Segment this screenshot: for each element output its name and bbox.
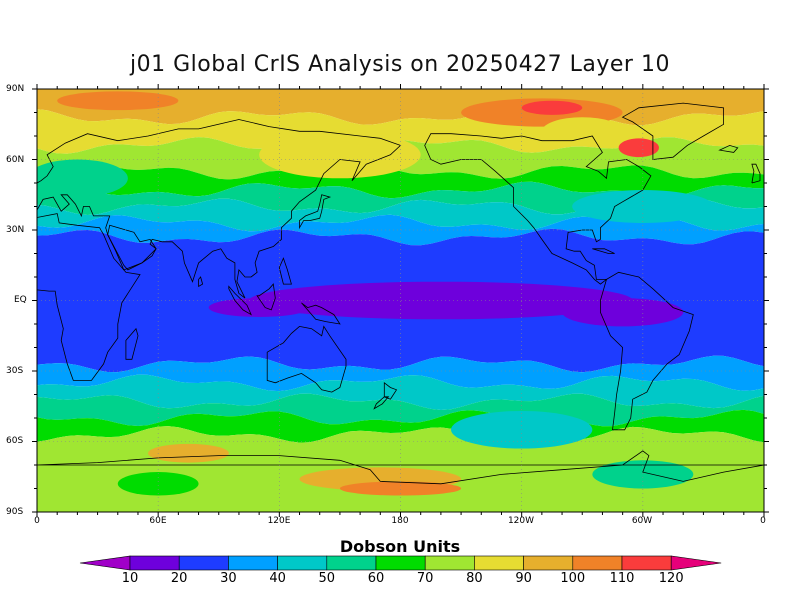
coastline <box>228 285 252 316</box>
lon-label-60w: 60W <box>631 516 653 526</box>
colorbar-arrow-low <box>79 555 131 571</box>
map-gridlines <box>37 89 764 512</box>
colorbar-swatch <box>621 555 672 571</box>
colorbar-label: 90 <box>515 571 532 586</box>
lon-label-0-right: 0 <box>760 516 766 526</box>
lat-label-30n: 30N <box>6 225 25 235</box>
coastline <box>278 257 292 285</box>
colorbar-label: 30 <box>220 571 237 586</box>
colorbar <box>79 555 722 571</box>
lat-label-60n: 60N <box>6 155 25 165</box>
lat-label-90s: 90S <box>6 507 24 517</box>
colorbar-swatch <box>375 555 426 571</box>
coastline <box>718 144 739 153</box>
colorbar-swatch <box>326 555 377 571</box>
coastline <box>37 213 141 381</box>
coastline <box>301 302 341 325</box>
colorbar-label: 80 <box>466 571 483 586</box>
field-patch <box>37 159 128 198</box>
field-patch <box>572 190 714 223</box>
coastline <box>592 248 615 254</box>
coastlines <box>37 102 764 485</box>
colorbar-swatch <box>523 555 574 571</box>
lat-label-60s: 60S <box>6 436 24 446</box>
field-band <box>37 163 764 199</box>
coastline <box>373 396 390 410</box>
field-band <box>37 214 764 246</box>
colorbar-swatch <box>178 555 229 571</box>
colorbar-label: 50 <box>318 571 336 586</box>
ozone-field <box>37 89 764 512</box>
colorbar-label: 20 <box>170 571 188 586</box>
lon-label-180: 180 <box>391 516 409 526</box>
colorbar-label: 120 <box>658 571 684 586</box>
colorbar-swatch <box>572 555 623 571</box>
colorbar-arrow-high <box>670 555 722 571</box>
field-patch <box>541 117 623 146</box>
colorbar-swatch <box>228 555 278 571</box>
field-band <box>37 198 764 232</box>
field-patch <box>57 91 179 111</box>
colorbar-label: 60 <box>367 571 385 586</box>
colorbar-label: 110 <box>609 571 635 586</box>
coastline <box>125 327 139 360</box>
coastline <box>424 133 652 285</box>
coastline <box>37 119 402 299</box>
coastline <box>256 283 276 311</box>
lon-label-120e: 120E <box>267 516 291 526</box>
colorbar-label: 40 <box>269 571 286 586</box>
lon-label-0: 0 <box>34 516 40 526</box>
coastline <box>107 224 157 271</box>
field-patch <box>521 100 583 115</box>
coastline <box>621 102 724 160</box>
colorbar-title: Dobson Units <box>339 537 461 556</box>
colorbar-label: 100 <box>560 571 586 586</box>
coastline <box>198 276 204 288</box>
field-band <box>37 374 764 410</box>
field-patch <box>249 281 633 320</box>
field-patch <box>592 460 694 489</box>
colorbar-label: 10 <box>121 571 139 586</box>
coastline <box>600 271 694 431</box>
field-patch <box>208 298 310 317</box>
colorbar-swatch <box>474 555 524 571</box>
field-patch <box>148 443 229 463</box>
field-patch <box>259 131 421 179</box>
colorbar-swatch <box>129 555 180 571</box>
lat-label-30s: 30S <box>6 366 24 376</box>
coastline <box>383 381 398 400</box>
lon-label-60e: 60E <box>149 516 167 526</box>
field-patch <box>618 138 659 158</box>
coastline <box>266 325 347 393</box>
field-patch <box>562 298 684 327</box>
lon-label-120w: 120W <box>507 516 535 526</box>
coastline <box>299 194 332 230</box>
coastline <box>751 163 761 184</box>
colorbar-swatch <box>424 555 475 571</box>
lat-label-90n: 90N <box>6 84 25 94</box>
colorbar-swatch <box>277 555 328 571</box>
map-ticks <box>32 84 769 517</box>
colorbar-label: 70 <box>416 571 434 586</box>
page-title: j01 Global CrIS Analysis on 20250427 Lay… <box>130 52 670 77</box>
field-patch <box>339 481 462 496</box>
coastline <box>37 450 764 485</box>
lat-label-eq: EQ <box>14 295 27 305</box>
field-patch <box>117 472 199 496</box>
